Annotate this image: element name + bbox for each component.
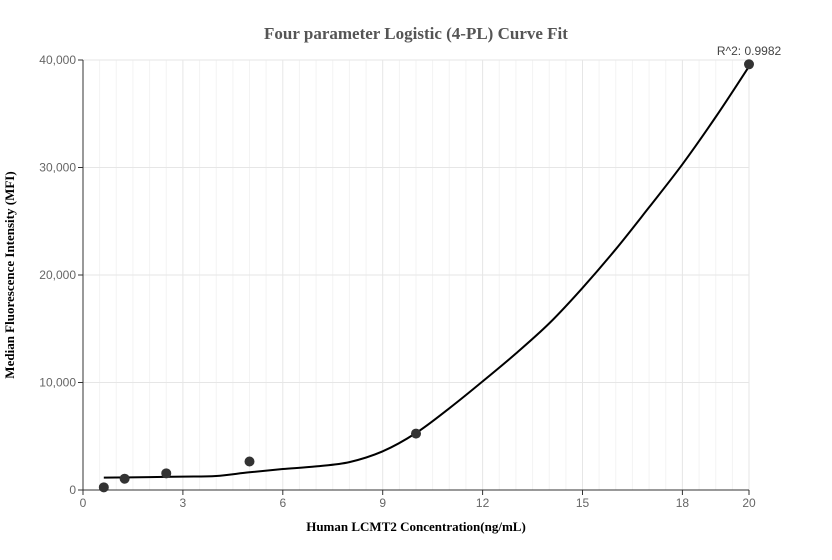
x-tick-label: 0 (80, 496, 87, 510)
fit-curve-line (103, 65, 750, 479)
grid (83, 59, 750, 490)
y-tick-label: 30,000 (39, 161, 76, 175)
x-tick-label: 3 (180, 496, 187, 510)
x-tick-label: 6 (279, 496, 286, 510)
x-tick-label: 12 (476, 496, 490, 510)
chart-title: Four parameter Logistic (4-PL) Curve Fit (264, 24, 568, 43)
tick-labels: 0 3 6 9 12 15 18 20 0 10,000 20,000 30,000 40,000 (39, 53, 756, 510)
data-point (411, 428, 421, 439)
axes (78, 59, 750, 495)
data-point (744, 59, 754, 70)
y-tick-label: 40,000 (39, 53, 76, 67)
y-tick-label: 0 (69, 483, 76, 497)
data-point (244, 456, 255, 467)
data-point (161, 468, 172, 479)
data-point (98, 482, 109, 493)
r-squared-annotation: R^2: 0.9982 (717, 44, 782, 58)
x-tick-label: 18 (676, 496, 690, 510)
y-tick-label: 20,000 (39, 268, 76, 282)
x-tick-label: 20 (742, 496, 756, 510)
data-points (98, 59, 754, 493)
x-tick-label: 9 (379, 496, 386, 510)
x-tick-label: 15 (576, 496, 590, 510)
data-point (119, 473, 130, 484)
y-axis-title: Median Fluorescence Intensity (MFI) (2, 171, 17, 378)
y-tick-label: 10,000 (39, 376, 76, 390)
x-axis-title: Human LCMT2 Concentration(ng/mL) (306, 519, 526, 534)
